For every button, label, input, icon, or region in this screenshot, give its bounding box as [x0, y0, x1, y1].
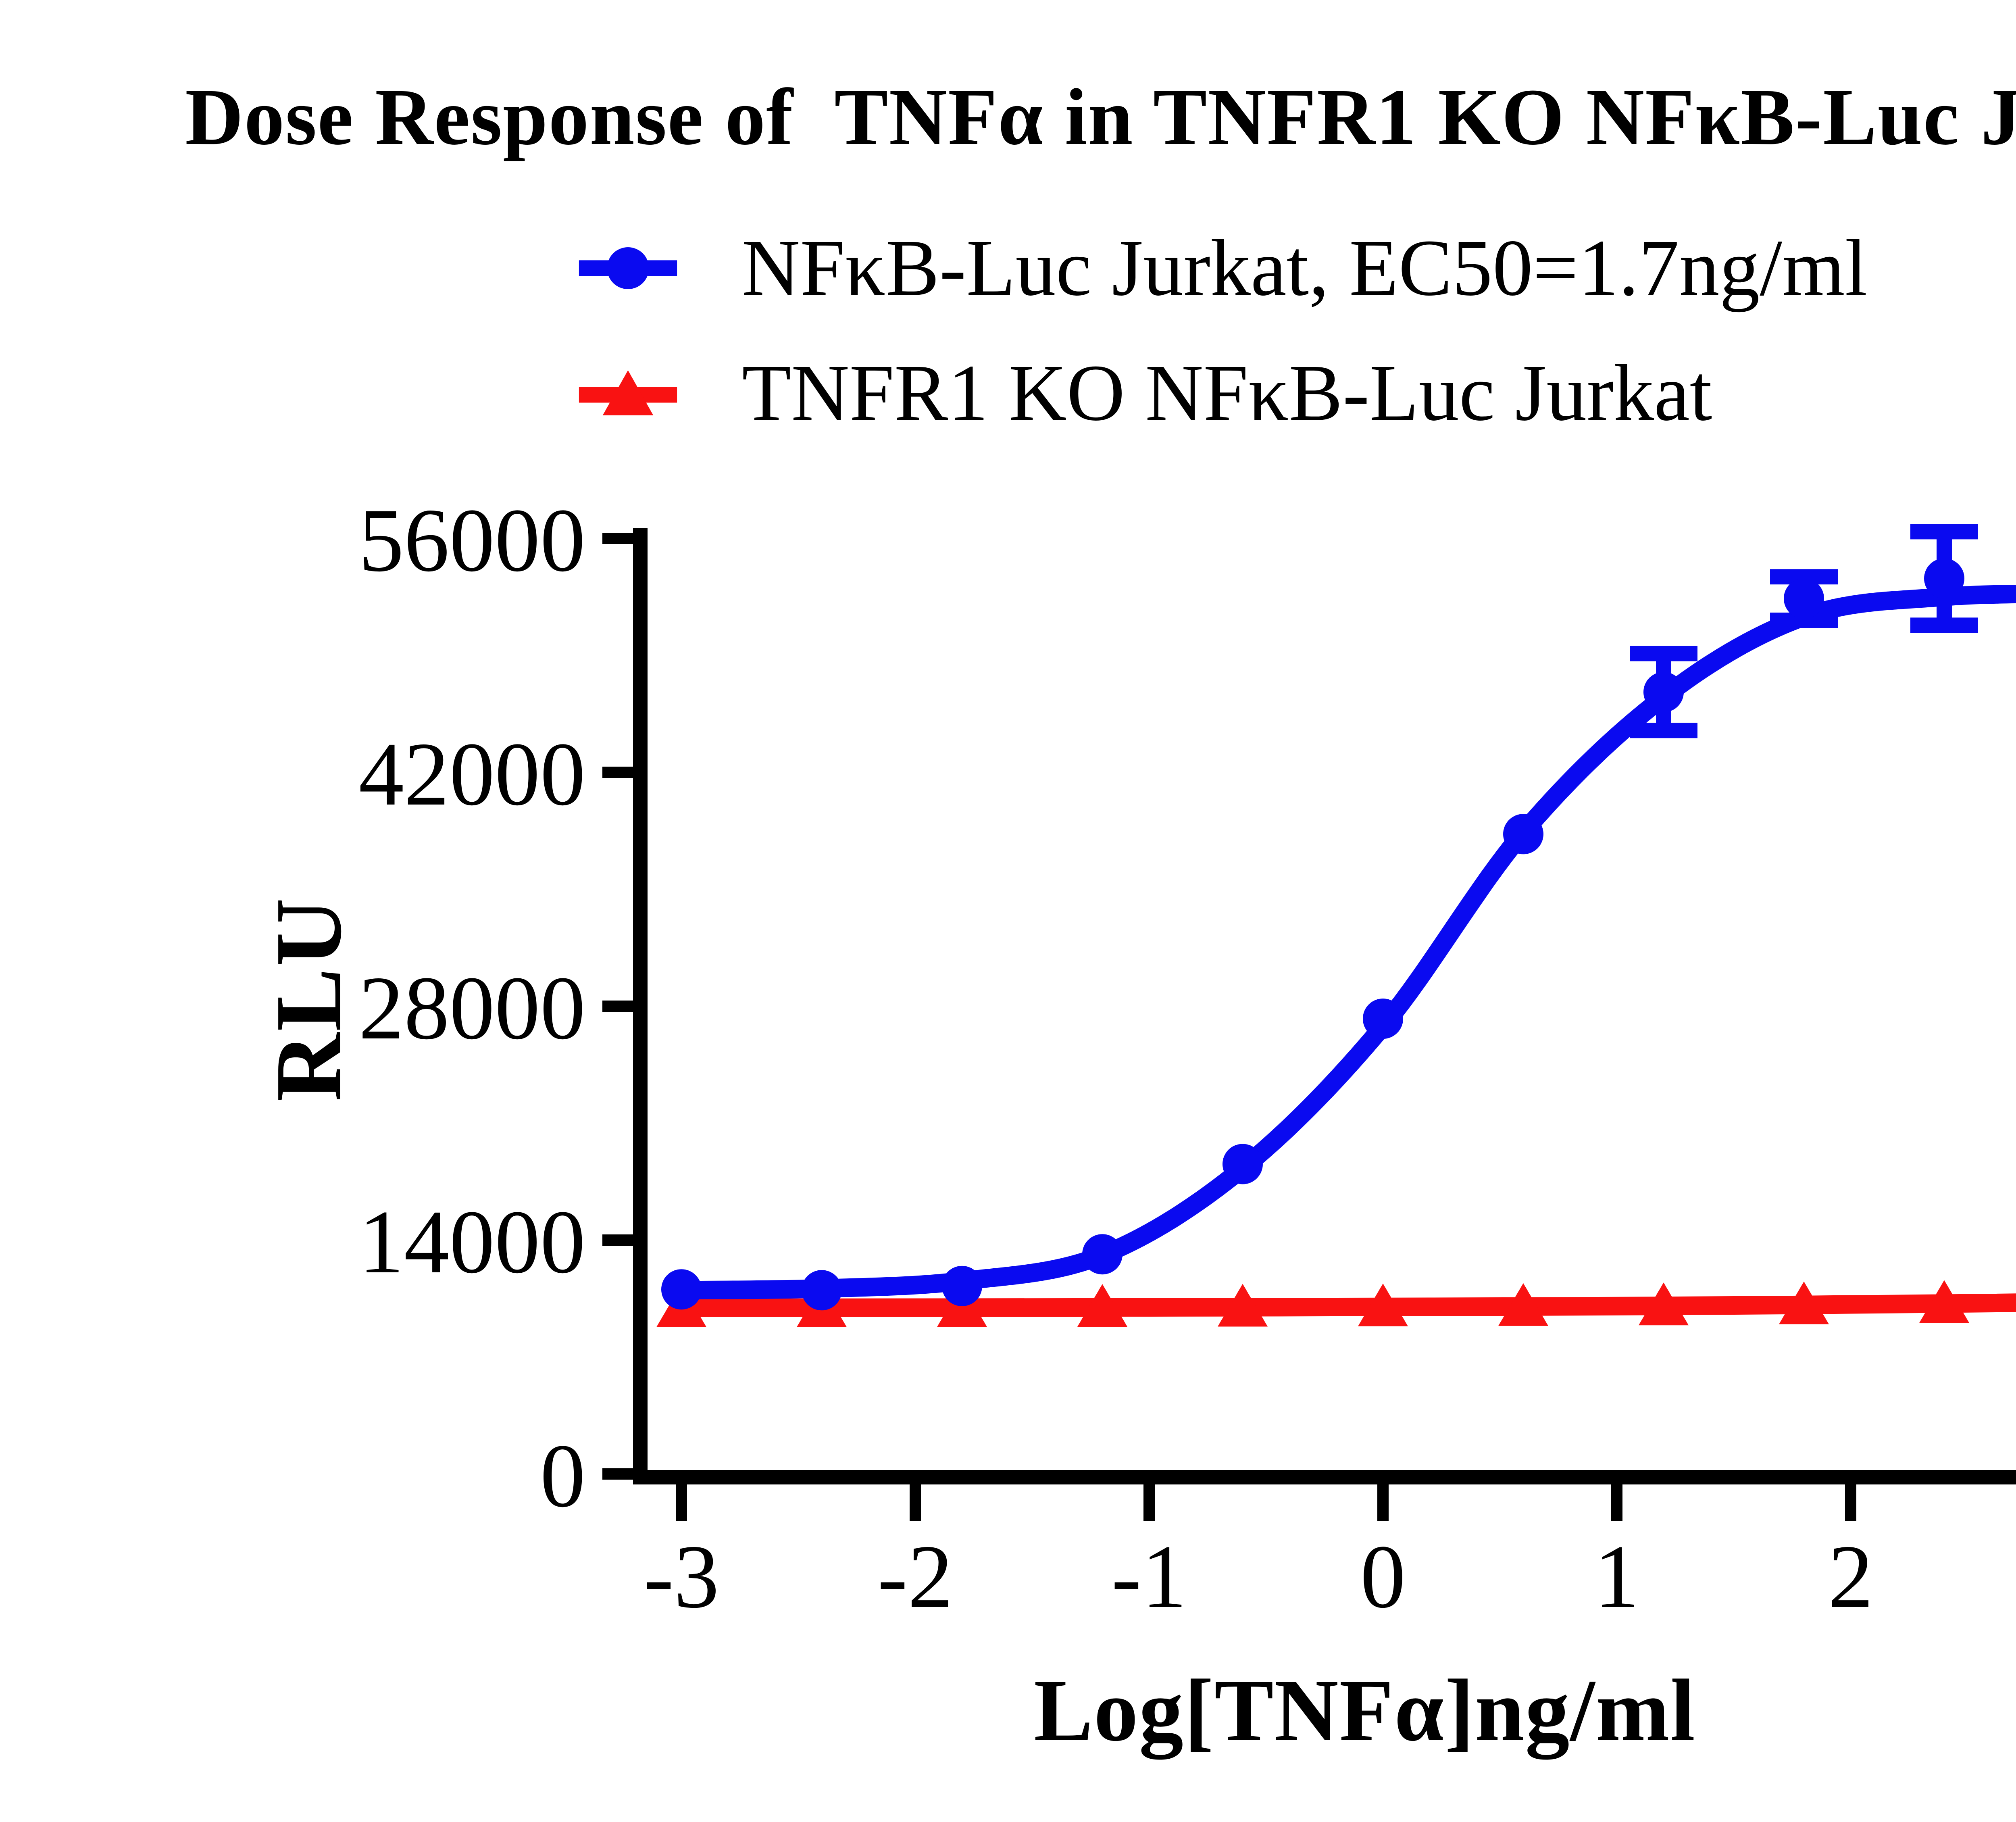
y-tick-label: 14000	[359, 1191, 586, 1292]
legend-circle-marker-icon	[579, 247, 677, 289]
data-point-circle	[1503, 814, 1543, 855]
data-point-circle	[1784, 578, 1824, 619]
y-tick-label: 0	[540, 1425, 586, 1526]
legend-label: TNFR1 KO NFκB-Luc Jurkat	[742, 348, 1712, 438]
legend: NFκB-Luc Jurkat, EC50=1.7ng/ml TNFR1 KO …	[577, 218, 1867, 468]
data-point-circle	[661, 1269, 702, 1310]
data-point-circle	[802, 1270, 842, 1311]
legend-label: NFκB-Luc Jurkat, EC50=1.7ng/ml	[742, 223, 1868, 313]
data-point-circle	[1924, 558, 1964, 599]
x-tick-label: -3	[644, 1526, 719, 1627]
data-point-circle	[1082, 1234, 1123, 1275]
data-point-triangle	[1919, 1280, 1969, 1323]
x-tick-label: 0	[1360, 1526, 1406, 1627]
data-point-circle	[942, 1265, 982, 1306]
y-tick-label: 28000	[359, 957, 586, 1058]
x-tick-label: 1	[1594, 1526, 1640, 1627]
x-tick-label: 2	[1828, 1526, 1874, 1627]
data-point-triangle	[1779, 1281, 1829, 1324]
legend-triangle-marker-icon	[579, 370, 677, 415]
data-point-triangle	[1218, 1284, 1268, 1327]
data-point-triangle	[1498, 1283, 1548, 1326]
data-point-circle	[1643, 672, 1684, 713]
fit-curve	[672, 584, 2016, 1300]
chart-title: Dose Response of TNFα in TNFR1 KO NFκB-L…	[185, 73, 2016, 162]
x-axis-title: Log[TNFα]ng/ml	[1034, 1661, 1696, 1759]
data-point-triangle	[1639, 1282, 1689, 1326]
legend-item-nfkb-luc-jurkat: NFκB-Luc Jurkat, EC50=1.7ng/ml	[577, 218, 1867, 319]
y-tick-label: 56000	[359, 490, 586, 590]
data-point-circle	[1363, 999, 1403, 1039]
data-point-triangle	[1358, 1283, 1408, 1326]
legend-item-tnfr1-ko: TNFR1 KO NFκB-Luc Jurkat	[577, 343, 1867, 444]
x-tick-label: -1	[1111, 1526, 1187, 1627]
data-point-triangle	[1077, 1284, 1127, 1327]
x-tick-label: -2	[877, 1526, 953, 1627]
y-tick-label: 42000	[359, 723, 586, 824]
data-point-circle	[1223, 1144, 1263, 1184]
